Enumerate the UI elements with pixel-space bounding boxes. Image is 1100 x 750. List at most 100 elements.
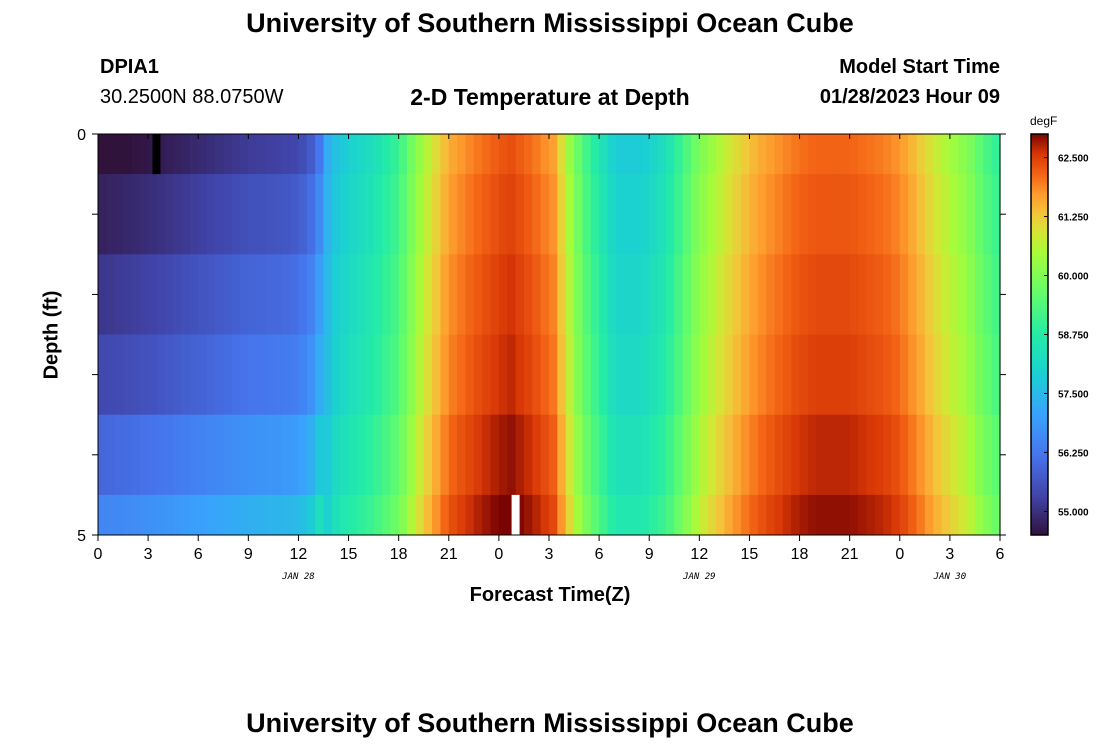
heatmap-cell [290, 494, 300, 536]
heatmap-cell [791, 174, 801, 255]
heatmap-cell [866, 174, 876, 255]
heatmap-cell [624, 254, 634, 335]
heatmap-cell [624, 134, 634, 175]
heatmap-cell [799, 494, 809, 536]
heatmap-cell [949, 334, 959, 416]
heatmap-cell [933, 134, 943, 175]
colorbar-tick-label: 56.250 [1058, 448, 1089, 459]
heatmap-cell [156, 134, 166, 175]
heatmap-cell [649, 134, 659, 175]
heatmap-cell [490, 174, 500, 255]
heatmap-cell [849, 254, 859, 335]
heatmap-cell [766, 414, 776, 496]
heatmap-cell [523, 254, 533, 335]
heatmap-cell [515, 174, 525, 255]
heatmap-cell [365, 494, 375, 536]
heatmap-cell [841, 254, 851, 335]
x-tick-label: 15 [340, 546, 358, 563]
heatmap-cell [482, 334, 492, 416]
heatmap-cell [690, 414, 700, 496]
heatmap-cell [381, 254, 391, 335]
heatmap-cell [265, 174, 274, 255]
heatmap-cell [315, 254, 325, 335]
heatmap-cell [281, 414, 291, 496]
heatmap-cell [373, 334, 383, 416]
heatmap-cell [665, 174, 675, 255]
heatmap-cell [966, 414, 976, 496]
heatmap-cell [757, 494, 767, 536]
heatmap-cell [532, 134, 542, 175]
heatmap-cell [198, 494, 208, 536]
heatmap-cell [390, 494, 400, 536]
heatmap-cell [164, 414, 174, 496]
heatmap-cell [749, 254, 759, 335]
heatmap-cell [490, 414, 500, 496]
x-tick-label: 6 [595, 546, 604, 563]
heatmap-cell [883, 334, 893, 416]
heatmap-cell [724, 334, 734, 416]
heatmap-cell [206, 414, 216, 496]
heatmap-cell [256, 134, 266, 175]
heatmap-cell [198, 254, 208, 335]
heatmap-cell [732, 134, 742, 175]
heatmap-cell [164, 134, 174, 175]
colorbar-tick-label: 57.500 [1058, 389, 1089, 400]
heatmap-cell [123, 494, 133, 536]
heatmap-cell [716, 134, 725, 175]
heatmap-cell [98, 334, 107, 416]
heatmap-cell [991, 414, 1001, 496]
heatmap-cell [774, 174, 784, 255]
heatmap-cell [231, 134, 241, 175]
heatmap-cell [916, 254, 926, 335]
heatmap-cell [298, 414, 308, 496]
heatmap-cell [674, 134, 684, 175]
heatmap-cell [148, 174, 158, 255]
heatmap-cell [498, 174, 508, 255]
heatmap-cell [114, 414, 124, 496]
heatmap-cell [398, 334, 408, 416]
heatmap-cell [340, 494, 350, 536]
heatmap-cell [991, 174, 1001, 255]
heatmap-cell [991, 494, 1001, 536]
heatmap-cell [690, 494, 700, 536]
heatmap-cell [757, 134, 767, 175]
heatmap-cell [883, 494, 893, 536]
heatmap-cell [958, 134, 968, 175]
y-tick-label: 5 [77, 528, 86, 545]
heatmap-cell [440, 174, 450, 255]
x-tick-label: 15 [741, 546, 759, 563]
heatmap-cell [732, 174, 742, 255]
heatmap-cell [448, 334, 458, 416]
heatmap-cell [565, 414, 575, 496]
heatmap-cell [874, 494, 884, 536]
heatmap-cell [540, 174, 550, 255]
heatmap-cell [916, 494, 926, 536]
heatmap-cell [323, 254, 333, 335]
heatmap-cell [390, 414, 400, 496]
heatmap-cell [281, 334, 291, 416]
heatmap-cell [883, 134, 893, 175]
heatmap-cell [749, 334, 759, 416]
heatmap-cell [941, 254, 951, 335]
heatmap-cell [557, 134, 567, 175]
heatmap-cell [774, 134, 784, 175]
heatmap-cell [256, 414, 266, 496]
heatmap-cell [766, 174, 776, 255]
heatmap-cell [624, 334, 634, 416]
heatmap-cell [365, 254, 375, 335]
heatmap-cell [841, 334, 851, 416]
heatmap-cell [974, 334, 984, 416]
heatmap-cell [590, 134, 600, 175]
heatmap-cell [98, 494, 107, 536]
heatmap-cell [615, 334, 625, 416]
heatmap-cell [390, 254, 400, 335]
heatmap-cell [716, 254, 725, 335]
heatmap-cell [114, 174, 124, 255]
heatmap-cell [607, 414, 617, 496]
heatmap-cell [941, 414, 951, 496]
heatmap-cell [298, 334, 308, 416]
heatmap-cell [106, 334, 116, 416]
observation-marker [152, 134, 161, 175]
heatmap-cell [139, 134, 149, 175]
heatmap-cell [724, 254, 734, 335]
